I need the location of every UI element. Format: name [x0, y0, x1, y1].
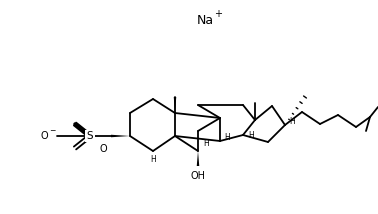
Text: +: +: [214, 9, 222, 19]
Text: H: H: [203, 140, 209, 149]
Polygon shape: [174, 97, 176, 113]
Text: O: O: [40, 131, 48, 141]
Text: S: S: [87, 131, 93, 141]
Text: H: H: [248, 131, 254, 141]
Text: H: H: [289, 116, 295, 125]
Text: OH: OH: [191, 171, 206, 181]
Text: H: H: [150, 155, 156, 163]
Polygon shape: [197, 151, 199, 166]
Polygon shape: [111, 135, 130, 137]
Text: H: H: [224, 132, 230, 141]
Text: −: −: [49, 126, 55, 135]
Text: O: O: [99, 144, 107, 154]
Text: Na: Na: [197, 13, 214, 27]
